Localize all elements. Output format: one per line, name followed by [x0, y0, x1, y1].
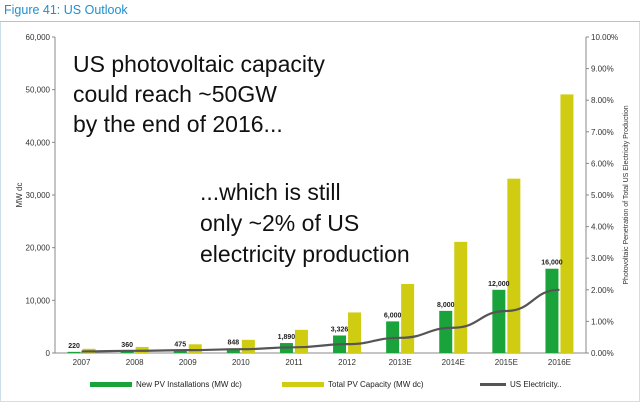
bar-total-capacity: [348, 312, 362, 353]
x-tick-label: 2007: [73, 358, 91, 367]
bar-data-label: 1,890: [278, 334, 296, 341]
x-tick-label: 2013E: [389, 358, 412, 367]
y2-tick-label: 1.00%: [591, 317, 614, 326]
y-tick-label: 30,000: [26, 191, 51, 200]
legend-swatch-total: [282, 382, 324, 387]
bar-data-label: 8,000: [437, 302, 455, 309]
legend-label-new: New PV Installations (MW dc): [136, 380, 242, 389]
x-tick-label: 2010: [232, 358, 250, 367]
title-divider: [0, 21, 640, 22]
y2-tick-label: 9.00%: [591, 65, 614, 74]
x-tick-label: 2008: [126, 358, 144, 367]
bar-total-capacity: [401, 284, 415, 353]
y2-tick-label: 7.00%: [591, 128, 614, 137]
y2-axis-title: Photovoltaic Penetration of Total US Ele…: [623, 105, 630, 284]
y-tick-label: 10,000: [26, 296, 51, 305]
bar-new-installations: [545, 268, 559, 353]
y-tick-label: 50,000: [26, 86, 51, 95]
bar-new-installations: [492, 289, 506, 353]
bar-new-installations: [120, 351, 134, 353]
y2-tick-label: 6.00%: [591, 159, 614, 168]
legend-label-line: US Electricity..: [510, 380, 562, 389]
line-us-electricity-share: [81, 288, 560, 353]
legend-label-total: Total PV Capacity (MW dc): [328, 380, 424, 389]
bar-data-label: 848: [228, 340, 240, 347]
bar-new-installations: [67, 351, 81, 353]
figure-title: Figure 41: US Outlook: [4, 3, 128, 17]
annotation-headline-line: US photovoltaic capacity: [73, 51, 325, 77]
x-tick-label: 2016E: [548, 358, 571, 367]
y-tick-label: 40,000: [26, 138, 51, 147]
x-tick-label: 2009: [179, 358, 197, 367]
bar-total-capacity: [294, 329, 308, 353]
y-tick-label: 20,000: [26, 244, 51, 253]
bar-data-label: 12,000: [488, 281, 510, 288]
y2-tick-label: 5.00%: [591, 191, 614, 200]
y-tick-label: 0: [46, 349, 51, 358]
bar-total-capacity: [507, 178, 521, 353]
bar-data-label: 3,326: [331, 326, 349, 333]
bar-data-label: 16,000: [541, 260, 563, 267]
annotation-headline-line: by the end of 2016...: [73, 111, 283, 137]
y2-tick-label: 4.00%: [591, 223, 614, 232]
x-tick-label: 2011: [285, 358, 303, 367]
bar-total-capacity: [241, 339, 255, 353]
annotation-subline-line: only ~2% of US: [200, 210, 359, 236]
legend-swatch-new: [90, 382, 132, 387]
bar-data-label: 220: [68, 343, 80, 350]
y-axis-title: MW dc: [15, 183, 24, 208]
bar-data-label: 475: [174, 341, 186, 348]
bar-data-label: 6,000: [384, 312, 402, 319]
annotation-subline-line: electricity production: [200, 241, 410, 267]
legend-item-total: Total PV Capacity (MW dc): [282, 380, 424, 389]
y2-tick-label: 3.00%: [591, 254, 614, 263]
y2-tick-label: 8.00%: [591, 96, 614, 105]
annotation-headline-line: could reach ~50GW: [73, 81, 277, 107]
annotation-subline-line: ...which is still: [200, 179, 341, 205]
bar-total-capacity: [454, 241, 468, 353]
x-tick-label: 2014E: [442, 358, 465, 367]
bar-new-installations: [173, 350, 187, 353]
bar-new-installations: [226, 348, 240, 353]
x-tick-label: 2015E: [495, 358, 518, 367]
bar-data-label: 360: [121, 342, 133, 349]
legend-item-new: New PV Installations (MW dc): [90, 380, 242, 389]
y-tick-label: 60,000: [26, 33, 51, 42]
y2-tick-label: 10.00%: [591, 33, 618, 42]
y2-tick-label: 2.00%: [591, 286, 614, 295]
y2-tick-label: 0.00%: [591, 349, 614, 358]
bar-new-installations: [439, 310, 453, 353]
legend-item-line: US Electricity..: [480, 380, 561, 389]
legend-swatch-line: [480, 383, 506, 386]
bar-total-capacity: [560, 94, 574, 353]
x-tick-label: 2012: [338, 358, 356, 367]
bar-total-capacity: [188, 344, 202, 353]
